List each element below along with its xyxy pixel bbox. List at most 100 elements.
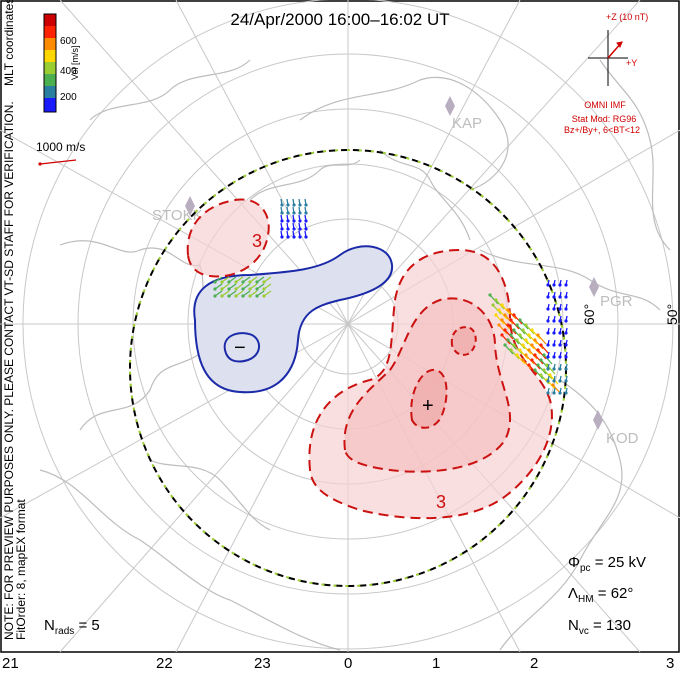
velocity-vector-origin <box>304 235 308 239</box>
velocity-vector <box>534 369 544 380</box>
velocity-vector-origin <box>280 235 284 239</box>
velocity-vector-origin <box>546 391 550 395</box>
colorbar-segment <box>44 14 56 26</box>
velocity-vector-origin <box>527 333 531 337</box>
svg-text:STOKK: STOKK <box>152 207 203 224</box>
imf-conditions: Bz+/By+, 6<BT<12 <box>563 125 641 135</box>
imf-source: OMNI IMF <box>584 100 626 110</box>
velocity-vector <box>513 344 523 355</box>
velocity-vector-origin <box>558 331 562 335</box>
velocity-vector-origin <box>539 373 543 377</box>
phi-sub: pc <box>579 563 591 574</box>
station-kap: KAP <box>445 96 482 132</box>
velocity-vector-origin <box>262 294 266 298</box>
velocity-vector-origin <box>515 353 519 357</box>
velocity-vector <box>537 364 547 375</box>
velocity-vector-origin <box>518 318 522 322</box>
velocity-vector-origin <box>506 323 510 327</box>
velocity-vector <box>528 334 538 345</box>
velocity-vector-origin <box>552 319 556 323</box>
velocity-vector-origin <box>292 235 296 239</box>
velocity-vector <box>516 354 526 365</box>
velocity-vector <box>495 299 505 310</box>
velocity-vector-origin <box>536 348 540 352</box>
velocity-vector-origin <box>292 211 296 215</box>
velocity-vector <box>516 339 526 350</box>
velocity-vector-origin <box>551 383 555 387</box>
velocity-vector-origin <box>552 355 556 359</box>
colorbar-segment <box>44 62 56 74</box>
mlt-tick-21: 21 <box>2 655 19 672</box>
velocity-vector-origin <box>530 358 534 362</box>
svg-text:PGR: PGR <box>600 293 633 310</box>
velocity-vector-origin <box>512 343 516 347</box>
velocity-vector-origin <box>564 295 568 299</box>
velocity-vector <box>495 314 505 325</box>
velocity-vector <box>498 324 508 335</box>
velocity-vector <box>501 334 511 345</box>
positive-cell-dusk-contour <box>186 198 270 278</box>
velocity-vector-origin <box>546 307 550 311</box>
reference-vector-label: 1000 m/s <box>36 140 86 154</box>
lambda-symbol: Λ <box>568 585 579 602</box>
velocity-vector-origin <box>234 294 238 298</box>
velocity-vector <box>537 349 547 360</box>
velocity-vector-origin <box>509 333 513 337</box>
imf-y-label: +Y <box>626 58 638 68</box>
velocity-vector-origin <box>512 313 516 317</box>
velocity-vector-origin <box>546 331 550 335</box>
velocity-vector-origin <box>506 308 510 312</box>
velocity-vector <box>534 339 544 350</box>
velocity-vectors <box>213 198 568 395</box>
nrads-value: = 5 <box>78 617 100 634</box>
nvc-sub: vc <box>578 626 589 637</box>
imf-clock <box>588 30 628 86</box>
station-stokk: STOKK <box>152 196 203 224</box>
velocity-vector-origin <box>521 328 525 332</box>
velocity-vector-origin <box>546 283 550 287</box>
mlt-tick-2: 2 <box>530 655 539 672</box>
velocity-vector-origin <box>558 367 562 371</box>
lat-label-50: 50° <box>664 304 680 325</box>
velocity-vector-origin <box>255 287 259 291</box>
velocity-vector-origin <box>500 303 504 307</box>
velocity-vector-origin <box>298 211 302 215</box>
nvc-symbol: N <box>568 617 579 634</box>
velocity-vector <box>510 349 520 360</box>
colorbar-segment <box>44 50 56 62</box>
velocity-vector-origin <box>546 379 550 383</box>
positive-cell-dawn-inner <box>410 368 448 429</box>
velocity-vector-origin <box>286 227 290 231</box>
colorbar-tick-600: 600 <box>60 36 77 47</box>
velocity-vector <box>504 314 514 325</box>
velocity-vector <box>525 324 535 335</box>
map-title: 24/Apr/2000 16:00–16:02 UT <box>230 10 450 29</box>
velocity-vector-origin <box>564 331 568 335</box>
colorbar-tick-400: 400 <box>60 66 77 77</box>
velocity-vector-origin <box>509 318 513 322</box>
velocity-vector-origin <box>524 323 528 327</box>
velocity-vector-origin <box>227 294 231 298</box>
velocity-vector <box>513 314 523 325</box>
velocity-vector <box>522 329 532 340</box>
nvc-value: = 130 <box>593 617 631 634</box>
velocity-vector-origin <box>552 307 556 311</box>
velocity-vector-origin <box>503 328 507 332</box>
velocity-vector <box>516 324 526 335</box>
velocity-vector-origin <box>227 280 231 284</box>
contour-label-dusk: 3 <box>252 231 262 251</box>
velocity-vector-origin <box>552 391 556 395</box>
colorbar-segment <box>44 86 56 98</box>
velocity-vector-origin <box>539 343 543 347</box>
velocity-vector-origin <box>558 391 562 395</box>
velocity-vector-origin <box>220 287 224 291</box>
velocity-vector <box>519 334 529 345</box>
velocity-vector-origin <box>558 295 562 299</box>
velocity-vector-origin <box>262 287 266 291</box>
colorbar-segment <box>44 98 56 112</box>
mlt-tick-3: 3 <box>666 655 675 672</box>
velocity-vector-origin <box>564 367 568 371</box>
colorbar-segment <box>44 26 56 38</box>
velocity-vector-origin <box>546 343 550 347</box>
